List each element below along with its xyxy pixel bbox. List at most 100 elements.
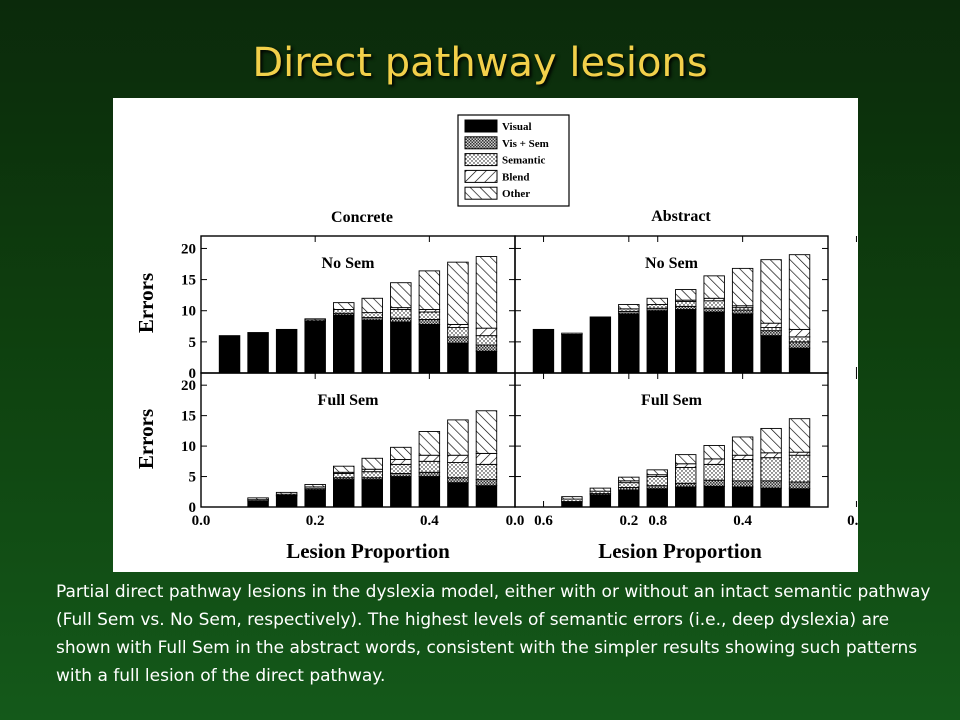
- bar-visual: [618, 489, 640, 508]
- chart-figure: Visual Vis + Sem Semantic Blend Other Concre…: [113, 98, 866, 572]
- bar-semantic: [646, 476, 668, 487]
- bar-visual: [418, 476, 441, 508]
- legend-swatch-visual: [464, 119, 498, 133]
- legend: Visual Vis + Sem Semantic Blend Other: [457, 114, 570, 207]
- bar-visual: [418, 323, 441, 374]
- x-tick-label: 0.2: [306, 513, 325, 529]
- bar-other: [788, 254, 811, 330]
- legend-swatch-other: [464, 186, 498, 200]
- bar-semantic: [418, 460, 441, 473]
- bar-vis-sem: [447, 336, 469, 344]
- bar-vis-sem: [703, 479, 725, 487]
- panel-no-sem-abstract: No Sem: [514, 235, 857, 374]
- bar-visual: [703, 311, 725, 374]
- bar-visual: [247, 500, 269, 508]
- bar-semantic: [475, 463, 498, 481]
- bar-other: [589, 487, 612, 492]
- bar-blend: [447, 454, 469, 463]
- bar-visual: [675, 309, 697, 374]
- bar-visual: [760, 335, 782, 374]
- bar-semantic: [760, 457, 782, 482]
- bar-other: [447, 419, 469, 456]
- y-tick-label: 10: [181, 304, 196, 320]
- bar-semantic: [333, 473, 355, 479]
- bar-blend: [731, 454, 754, 460]
- bar-other: [675, 454, 697, 465]
- slide-caption: Partial direct pathway lesions in the dy…: [56, 582, 931, 686]
- bar-other: [675, 289, 697, 301]
- x-axis-label-right: Lesion Proportion: [598, 539, 762, 563]
- bar-visual: [646, 310, 668, 374]
- bar-visual: [333, 479, 355, 508]
- bar-visual: [304, 489, 326, 508]
- bar-vis-sem: [675, 482, 697, 488]
- x-tick-label: 0.8: [648, 513, 667, 529]
- y-axis-label-top: Errors: [134, 273, 158, 333]
- bar-other: [275, 491, 298, 495]
- bar-blend: [703, 458, 725, 465]
- bar-semantic: [333, 309, 355, 314]
- legend-label-blend: Blend: [502, 171, 530, 183]
- bar-other: [447, 261, 469, 325]
- x-tick-label: 0.6: [847, 513, 858, 529]
- bar-visual: [760, 487, 782, 508]
- bar-vis-sem: [760, 330, 782, 337]
- y-tick-label: 5: [189, 335, 197, 351]
- bar-vis-sem: [475, 479, 498, 487]
- bar-visual: [703, 485, 725, 508]
- panel-full-sem-concrete: 0 5 10 15 20 0.0 0.2 0.4 0.6 0.8 Full Sem: [181, 372, 667, 529]
- bar-semantic: [418, 311, 441, 320]
- bar-semantic: [703, 300, 725, 309]
- bar-semantic: [618, 482, 640, 488]
- y-axis-label-bottom: Errors: [134, 409, 158, 469]
- bar-other: [760, 259, 782, 324]
- x-tick-label: 0.4: [733, 513, 752, 529]
- panel-no-sem-concrete: 0 5 10 15 20 No Sem: [181, 235, 659, 382]
- bar-semantic: [447, 327, 469, 338]
- bar-visual: [275, 495, 298, 508]
- bar-visual: [390, 476, 412, 508]
- bar-visual: [275, 328, 298, 374]
- bar-visual: [247, 332, 269, 374]
- bar-other: [418, 431, 441, 456]
- bar-blend: [675, 463, 697, 468]
- legend-label-vis-sem: Vis + Sem: [502, 138, 549, 150]
- bar-blend: [475, 327, 498, 337]
- bar-visual: [361, 479, 383, 508]
- y-tick-label: 10: [181, 439, 196, 455]
- bar-visual: [304, 320, 326, 374]
- legend-label-other: Other: [502, 188, 530, 200]
- bar-visual: [475, 350, 498, 374]
- bar-vis-sem: [418, 471, 441, 477]
- plot-area: 0 5 10 15 20 No Sem No Sem 0 5 10 15 20 0.0 0.2 0.4 0.6…: [181, 235, 866, 529]
- bar-semantic: [646, 304, 668, 309]
- bar-blend: [418, 454, 441, 462]
- bar-other: [561, 496, 583, 500]
- bar-semantic: [390, 309, 412, 319]
- bar-other: [618, 304, 640, 310]
- x-tick-label: 0.4: [420, 513, 439, 529]
- bar-other: [731, 267, 754, 307]
- x-tick-label: 0.0: [192, 513, 211, 529]
- bar-other: [333, 302, 355, 310]
- bar-visual: [447, 482, 469, 508]
- bar-visual: [675, 486, 697, 508]
- bar-vis-sem: [447, 477, 469, 484]
- bar-other: [475, 410, 498, 454]
- bar-vis-sem: [675, 305, 697, 310]
- bar-other: [646, 297, 668, 305]
- column-title-concrete: Concrete: [331, 209, 393, 226]
- bar-visual: [447, 342, 469, 374]
- bar-visual: [561, 333, 583, 374]
- bar-vis-sem: [418, 318, 441, 325]
- bar-other: [361, 457, 383, 470]
- bar-vis-sem: [760, 480, 782, 489]
- bar-visual: [788, 347, 811, 374]
- bar-other: [646, 469, 668, 476]
- bar-vis-sem: [390, 317, 412, 323]
- bar-visual: [589, 316, 612, 374]
- bar-visual: [561, 501, 583, 508]
- y-tick-label: 5: [189, 470, 197, 486]
- bar-semantic: [788, 336, 811, 343]
- bar-other: [760, 427, 782, 454]
